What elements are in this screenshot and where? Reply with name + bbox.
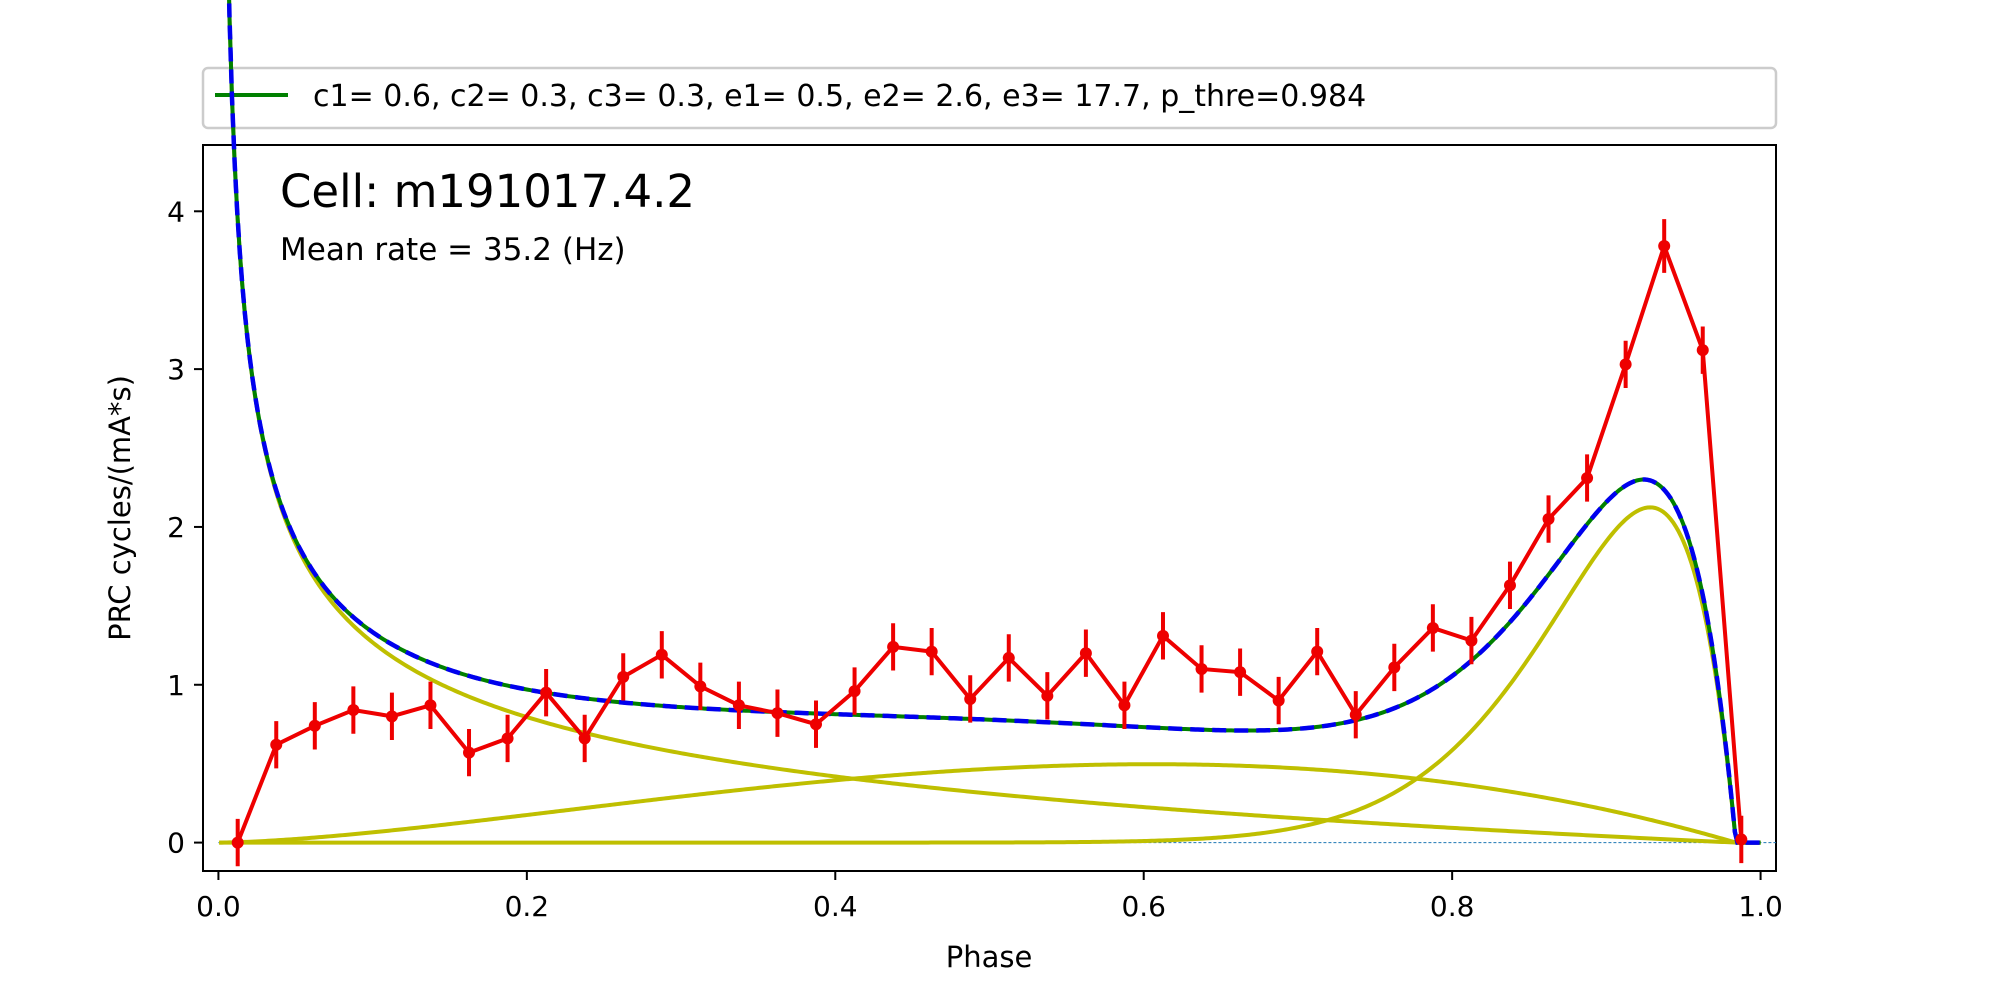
component-2-curve bbox=[219, 762, 1761, 845]
x-tick-label: 0.6 bbox=[1121, 890, 1166, 923]
cell-annotation: Cell: m191017.4.2 bbox=[280, 165, 695, 218]
model-dashed-curve bbox=[226, 0, 1761, 845]
y-tick-label: 0 bbox=[167, 827, 185, 860]
data-point bbox=[1349, 708, 1362, 721]
data-point bbox=[231, 836, 244, 849]
y-tick-label: 1 bbox=[167, 669, 185, 702]
data-point bbox=[501, 732, 514, 745]
data-point bbox=[810, 718, 823, 731]
data-point bbox=[1696, 344, 1709, 357]
data-point bbox=[964, 692, 977, 705]
data-point bbox=[1465, 634, 1478, 647]
data-point bbox=[270, 738, 283, 751]
data-point bbox=[347, 704, 360, 717]
x-tick-label: 0.2 bbox=[505, 890, 550, 923]
x-tick-label: 0.8 bbox=[1430, 890, 1475, 923]
data-point bbox=[1002, 651, 1015, 664]
data-point bbox=[732, 699, 745, 712]
data-point bbox=[694, 680, 707, 693]
data-point bbox=[540, 686, 553, 699]
data-point bbox=[1234, 666, 1247, 679]
mean-rate-annotation: Mean rate = 35.2 (Hz) bbox=[280, 232, 626, 268]
data-point bbox=[1426, 621, 1439, 634]
x-axis-label: Phase bbox=[946, 940, 1033, 974]
model-curve bbox=[226, 0, 1761, 845]
data-point bbox=[1195, 662, 1208, 675]
y-axis-ticks: 0 1 2 3 4 bbox=[167, 195, 203, 860]
data-point bbox=[1658, 240, 1671, 253]
component-1-curve bbox=[227, 0, 1761, 845]
data-point bbox=[1735, 833, 1748, 846]
data-point bbox=[1581, 472, 1594, 485]
data-point bbox=[1503, 579, 1516, 592]
data-point bbox=[1041, 689, 1054, 702]
data-point bbox=[463, 746, 476, 759]
data-point bbox=[617, 670, 630, 683]
y-tick-label: 4 bbox=[167, 195, 185, 228]
x-tick-label: 0.4 bbox=[813, 890, 858, 923]
x-tick-label: 0.0 bbox=[196, 890, 241, 923]
y-tick-label: 3 bbox=[167, 353, 185, 386]
data-point bbox=[655, 648, 668, 661]
legend: c1= 0.6, c2= 0.3, c3= 0.3, e1= 0.5, e2= … bbox=[201, 66, 1778, 130]
data-point bbox=[308, 719, 321, 732]
measured-prc bbox=[231, 219, 1748, 867]
data-point bbox=[1079, 647, 1092, 660]
data-line bbox=[235, 239, 1744, 844]
data-point bbox=[1272, 694, 1285, 707]
legend-frame bbox=[201, 66, 1778, 130]
x-tick-label: 1.0 bbox=[1738, 890, 1783, 923]
data-point bbox=[424, 699, 437, 712]
legend-entry: c1= 0.6, c2= 0.3, c3= 0.3, e1= 0.5, e2= … bbox=[313, 79, 1366, 114]
data-point bbox=[771, 707, 784, 720]
data-point bbox=[1388, 661, 1401, 674]
fit-components bbox=[219, 0, 1761, 845]
data-point bbox=[848, 685, 861, 698]
data-point bbox=[1619, 358, 1632, 371]
data-point bbox=[925, 645, 938, 658]
x-axis-ticks: 0.0 0.2 0.4 0.6 0.8 1.0 bbox=[196, 871, 1783, 923]
data-point bbox=[1156, 629, 1169, 642]
y-axis-label: PRC cycles/(mA*s) bbox=[103, 375, 137, 641]
data-point bbox=[1542, 513, 1555, 526]
data-point bbox=[578, 732, 591, 745]
data-point bbox=[887, 640, 900, 653]
component-3-curve bbox=[219, 505, 1761, 845]
plot-area-frame bbox=[202, 144, 1777, 872]
y-tick-label: 2 bbox=[167, 511, 185, 544]
data-point bbox=[1118, 699, 1131, 712]
data-point bbox=[385, 710, 398, 723]
data-point bbox=[1311, 645, 1324, 658]
